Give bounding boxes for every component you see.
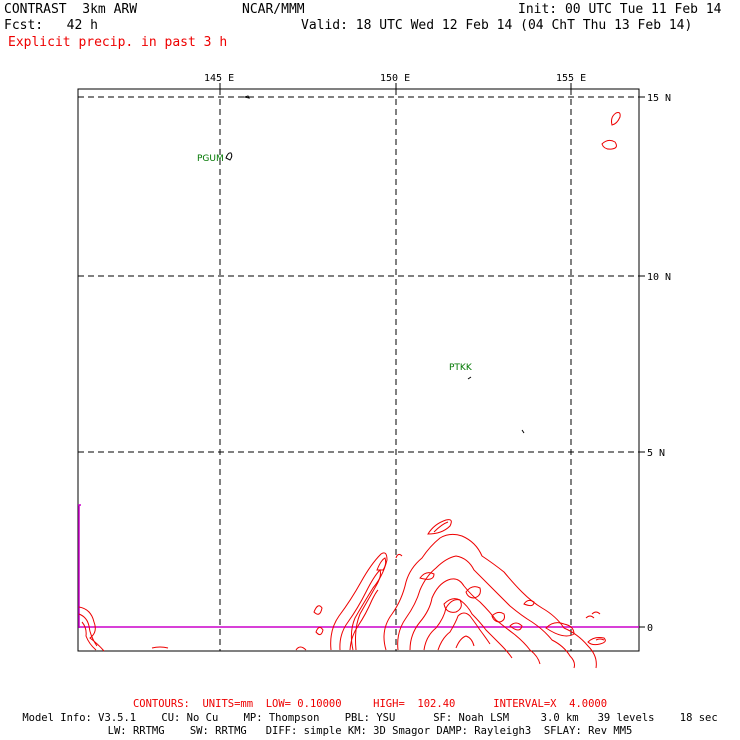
lat-label-15n: 15 N [647, 93, 671, 104]
chuuk-coast [467, 376, 472, 380]
forecast-hour: Fcst: 42 h [4, 18, 98, 33]
lat-label-5n: 5 N [647, 448, 665, 459]
lat-lon-grid [78, 89, 639, 651]
contours-info: CONTOURS: UNITS=mm LOW= 0.10000 HIGH= 10… [132, 698, 608, 710]
contour-bottom-1 [295, 646, 307, 651]
map-frame [77, 88, 640, 652]
coastlines [225, 95, 525, 434]
contour-ne-1 [611, 112, 621, 126]
lat-label-0: 0 [647, 623, 653, 634]
contour-ne-2 [601, 139, 617, 150]
station-pgum: PGUM [197, 154, 224, 164]
axis-ticks [219, 83, 645, 628]
valid-time: Valid: 18 UTC Wed 12 Feb 14 (04 ChT Thu … [301, 18, 693, 33]
init-time: Init: 00 UTC Tue 11 Feb 14 [518, 2, 722, 17]
islet-north [243, 95, 250, 99]
contour-small-1 [313, 605, 323, 615]
field-title: Explicit precip. in past 3 h [8, 35, 228, 50]
model-title: CONTRAST 3km ARW [4, 2, 138, 17]
lon-label-145e: 145 E [204, 73, 234, 84]
contour-left-2 [151, 646, 169, 649]
pohnpei-coast [521, 429, 525, 434]
domain-boundary [78, 504, 639, 628]
lon-label-155e: 155 E [556, 73, 586, 84]
model-info-line-2: LW: RRTMG SW: RRTMG DIFF: simple KM: 3D … [107, 725, 633, 737]
lat-label-10n: 10 N [647, 272, 671, 283]
station-ptkk: PTKK [449, 363, 473, 373]
guam-coast [225, 152, 233, 161]
organization-label: NCAR/MMM [242, 2, 305, 17]
contour-left-1 [78, 606, 105, 652]
contour-top-blob [427, 519, 452, 535]
contour-east-1 [545, 622, 575, 637]
lon-label-150e: 150 E [380, 73, 410, 84]
precip-contours [78, 112, 621, 669]
contour-main-outer [383, 533, 597, 669]
contour-arc-outer [330, 552, 388, 651]
model-info-line-1: Model Info: V3.5.1 CU: No Cu MP: Thompso… [22, 712, 718, 724]
